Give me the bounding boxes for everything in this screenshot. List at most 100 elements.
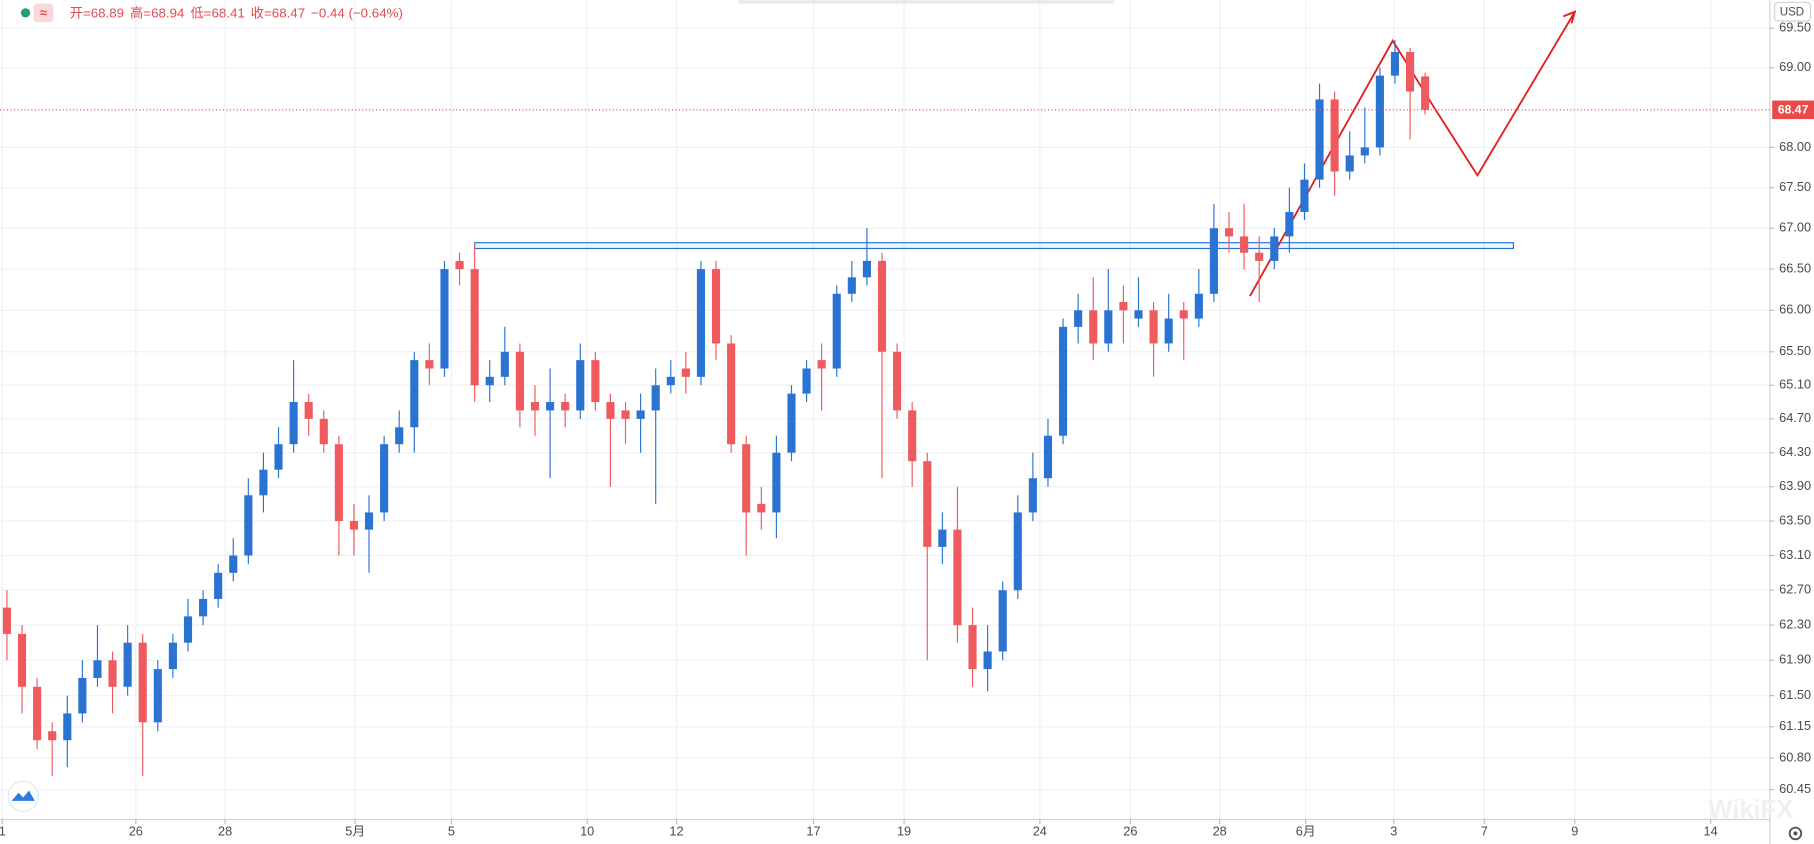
candle-body xyxy=(1074,310,1083,327)
resistance-zone[interactable] xyxy=(474,242,1514,250)
candle-body xyxy=(440,269,449,369)
candle-body xyxy=(1330,99,1339,172)
status-dot xyxy=(20,8,31,18)
candle-body xyxy=(1375,75,1384,148)
candle-body xyxy=(17,633,27,687)
axes-layer: 69.50 69.00 68.00 67.50 67.00 66.50 66.00 65.50… xyxy=(0,20,1814,839)
candle-body xyxy=(395,427,404,445)
candle-body xyxy=(1240,236,1249,253)
y-tick-label: 61.50 xyxy=(1779,687,1811,702)
candle-body xyxy=(515,351,524,411)
legend-high: 高=68.94 xyxy=(130,5,185,21)
settings-button[interactable] xyxy=(1788,826,1803,841)
candle-body xyxy=(606,402,615,419)
currency-label: USD xyxy=(1780,5,1804,18)
candle-body xyxy=(108,660,117,687)
candle-body xyxy=(1270,236,1279,261)
symbol-badge: ≈ xyxy=(40,5,47,20)
x-tick-label: 5 xyxy=(448,824,455,839)
currency-button[interactable] xyxy=(1773,1,1812,22)
candle-body xyxy=(48,731,57,741)
x-tick-label: 6月 xyxy=(1296,824,1316,839)
projection-path[interactable] xyxy=(1249,11,1576,297)
y-tick-label: 67.50 xyxy=(1779,179,1811,194)
x-tick-label: 14 xyxy=(1704,824,1718,839)
candle-body xyxy=(229,555,238,573)
candle-body xyxy=(1119,302,1128,311)
candles-layer xyxy=(2,40,1430,777)
candle-body xyxy=(349,521,359,530)
candle-body xyxy=(1315,99,1324,180)
x-tick-label: 9 xyxy=(1571,824,1578,839)
logo-button[interactable] xyxy=(7,780,39,812)
symbol-badge-box[interactable] xyxy=(33,3,54,23)
candle-body xyxy=(817,360,826,369)
candle-body xyxy=(33,686,42,741)
y-tick-label: 62.70 xyxy=(1779,582,1811,597)
candle-body xyxy=(1300,179,1309,212)
candle-body xyxy=(1028,478,1037,513)
y-tick-label: 67.00 xyxy=(1779,220,1811,235)
x-tick-label: 7 xyxy=(1481,824,1488,839)
candle-body xyxy=(485,376,494,386)
candle-body xyxy=(1421,76,1430,110)
candle-body xyxy=(546,402,555,411)
y-tick-label: 63.90 xyxy=(1779,478,1811,493)
y-tick-label: 64.70 xyxy=(1779,410,1811,425)
candle-body xyxy=(500,351,509,377)
candle-body xyxy=(757,503,766,513)
candle-body xyxy=(1255,252,1264,261)
candle-body xyxy=(802,368,811,394)
x-tick-label: 24 xyxy=(1033,824,1047,839)
legend-open: 开=68.89 xyxy=(70,6,124,21)
candle-body xyxy=(2,607,12,634)
legend-low: 低=68.41 xyxy=(190,6,244,21)
legend-close: 收=68.47 xyxy=(251,6,305,21)
candle-body xyxy=(123,642,132,687)
candle-body xyxy=(832,293,841,369)
candle-body xyxy=(1104,310,1113,344)
candle-body xyxy=(153,669,162,723)
candle-body xyxy=(787,393,796,453)
candle-body xyxy=(1043,435,1053,479)
x-tick-label: 26 xyxy=(129,824,143,839)
x-tick-label: 26 xyxy=(1123,824,1137,839)
candle-body xyxy=(63,713,72,741)
y-tick-label: 61.90 xyxy=(1779,652,1811,667)
candle-body xyxy=(199,598,208,617)
x-tick-label: 1 xyxy=(0,824,6,839)
candle-body xyxy=(78,677,87,714)
candle-body xyxy=(1058,326,1068,436)
candle-body xyxy=(1345,155,1354,172)
candle-body xyxy=(711,269,721,344)
last-price-box xyxy=(1772,100,1814,120)
candle-body xyxy=(1406,51,1415,92)
logo-icon xyxy=(11,790,35,801)
candle-body xyxy=(1164,318,1173,344)
candle-body xyxy=(561,402,570,411)
y-tick-label: 63.10 xyxy=(1779,547,1811,562)
y-tick-label: 69.50 xyxy=(1779,20,1811,35)
candle-body xyxy=(1179,310,1188,319)
x-tick-label: 10 xyxy=(580,824,594,839)
x-tick-label: 17 xyxy=(806,824,820,839)
candle-body xyxy=(1285,211,1294,237)
candle-body xyxy=(1149,310,1158,344)
candle-body xyxy=(138,642,147,723)
candle-body xyxy=(364,512,374,530)
candle-body xyxy=(862,260,871,278)
candle-body xyxy=(576,360,585,411)
y-tick-label: 62.30 xyxy=(1779,617,1811,632)
candle-body xyxy=(1209,228,1218,294)
y-tick-label: 65.50 xyxy=(1779,343,1811,358)
candle-body xyxy=(425,360,434,369)
candle-body xyxy=(893,351,902,411)
y-tick-label: 65.10 xyxy=(1779,377,1811,392)
candle-body xyxy=(319,418,328,445)
legend-change: −0.44 (−0.64%) xyxy=(311,6,403,21)
x-tick-label: 12 xyxy=(669,824,683,839)
y-tick-label: 60.80 xyxy=(1779,750,1811,765)
y-tick-label: 64.30 xyxy=(1779,444,1811,459)
